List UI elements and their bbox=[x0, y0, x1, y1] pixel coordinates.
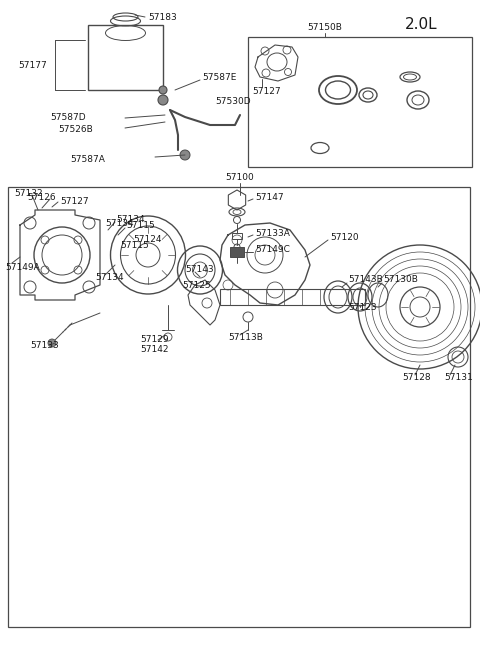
Text: 57120: 57120 bbox=[330, 233, 359, 242]
Text: 57131: 57131 bbox=[444, 373, 473, 381]
Text: 57113B: 57113B bbox=[228, 333, 263, 341]
Circle shape bbox=[159, 86, 167, 94]
Bar bbox=[230, 247, 244, 257]
Text: 57530D: 57530D bbox=[215, 98, 251, 107]
Text: 57177: 57177 bbox=[18, 60, 47, 69]
Text: 2.0L: 2.0L bbox=[405, 17, 438, 32]
Text: 57134: 57134 bbox=[116, 215, 144, 225]
Text: 57134: 57134 bbox=[95, 272, 124, 282]
Text: 57132: 57132 bbox=[14, 189, 43, 198]
Bar bbox=[220, 289, 365, 305]
Text: 57128: 57128 bbox=[402, 373, 431, 381]
Text: 57127: 57127 bbox=[60, 196, 89, 206]
Circle shape bbox=[180, 150, 190, 160]
Text: 57149C: 57149C bbox=[255, 246, 290, 255]
Text: 57130B: 57130B bbox=[383, 276, 418, 284]
Circle shape bbox=[48, 339, 56, 347]
Text: 57183: 57183 bbox=[148, 12, 177, 22]
Circle shape bbox=[158, 95, 168, 105]
Text: 57100: 57100 bbox=[226, 172, 254, 181]
Bar bbox=[248, 37, 472, 167]
Bar bbox=[88, 25, 163, 90]
Text: 57133A: 57133A bbox=[255, 229, 290, 238]
Text: 57127: 57127 bbox=[252, 88, 281, 96]
Text: 57123: 57123 bbox=[348, 303, 377, 312]
Text: 57587D: 57587D bbox=[50, 113, 85, 121]
Text: 57133: 57133 bbox=[30, 341, 59, 350]
Text: 57142: 57142 bbox=[140, 345, 168, 354]
Bar bbox=[8, 187, 470, 627]
Text: 57126: 57126 bbox=[27, 193, 56, 202]
Text: 57587A: 57587A bbox=[70, 155, 105, 164]
Text: 57149A: 57149A bbox=[5, 263, 40, 272]
Text: 57129: 57129 bbox=[140, 335, 168, 345]
Text: 57115: 57115 bbox=[120, 240, 149, 250]
Text: 57150B: 57150B bbox=[308, 22, 342, 31]
Text: 57125: 57125 bbox=[182, 280, 211, 290]
Text: 57143: 57143 bbox=[185, 265, 214, 274]
Bar bbox=[232, 233, 242, 239]
Text: 57147: 57147 bbox=[255, 193, 284, 202]
Text: 57134: 57134 bbox=[105, 219, 133, 227]
Text: 57143B: 57143B bbox=[348, 276, 383, 284]
Text: 57526B: 57526B bbox=[58, 126, 93, 134]
Text: 57124: 57124 bbox=[133, 234, 161, 244]
Text: 57587E: 57587E bbox=[202, 73, 236, 83]
Text: 57115: 57115 bbox=[126, 221, 155, 231]
